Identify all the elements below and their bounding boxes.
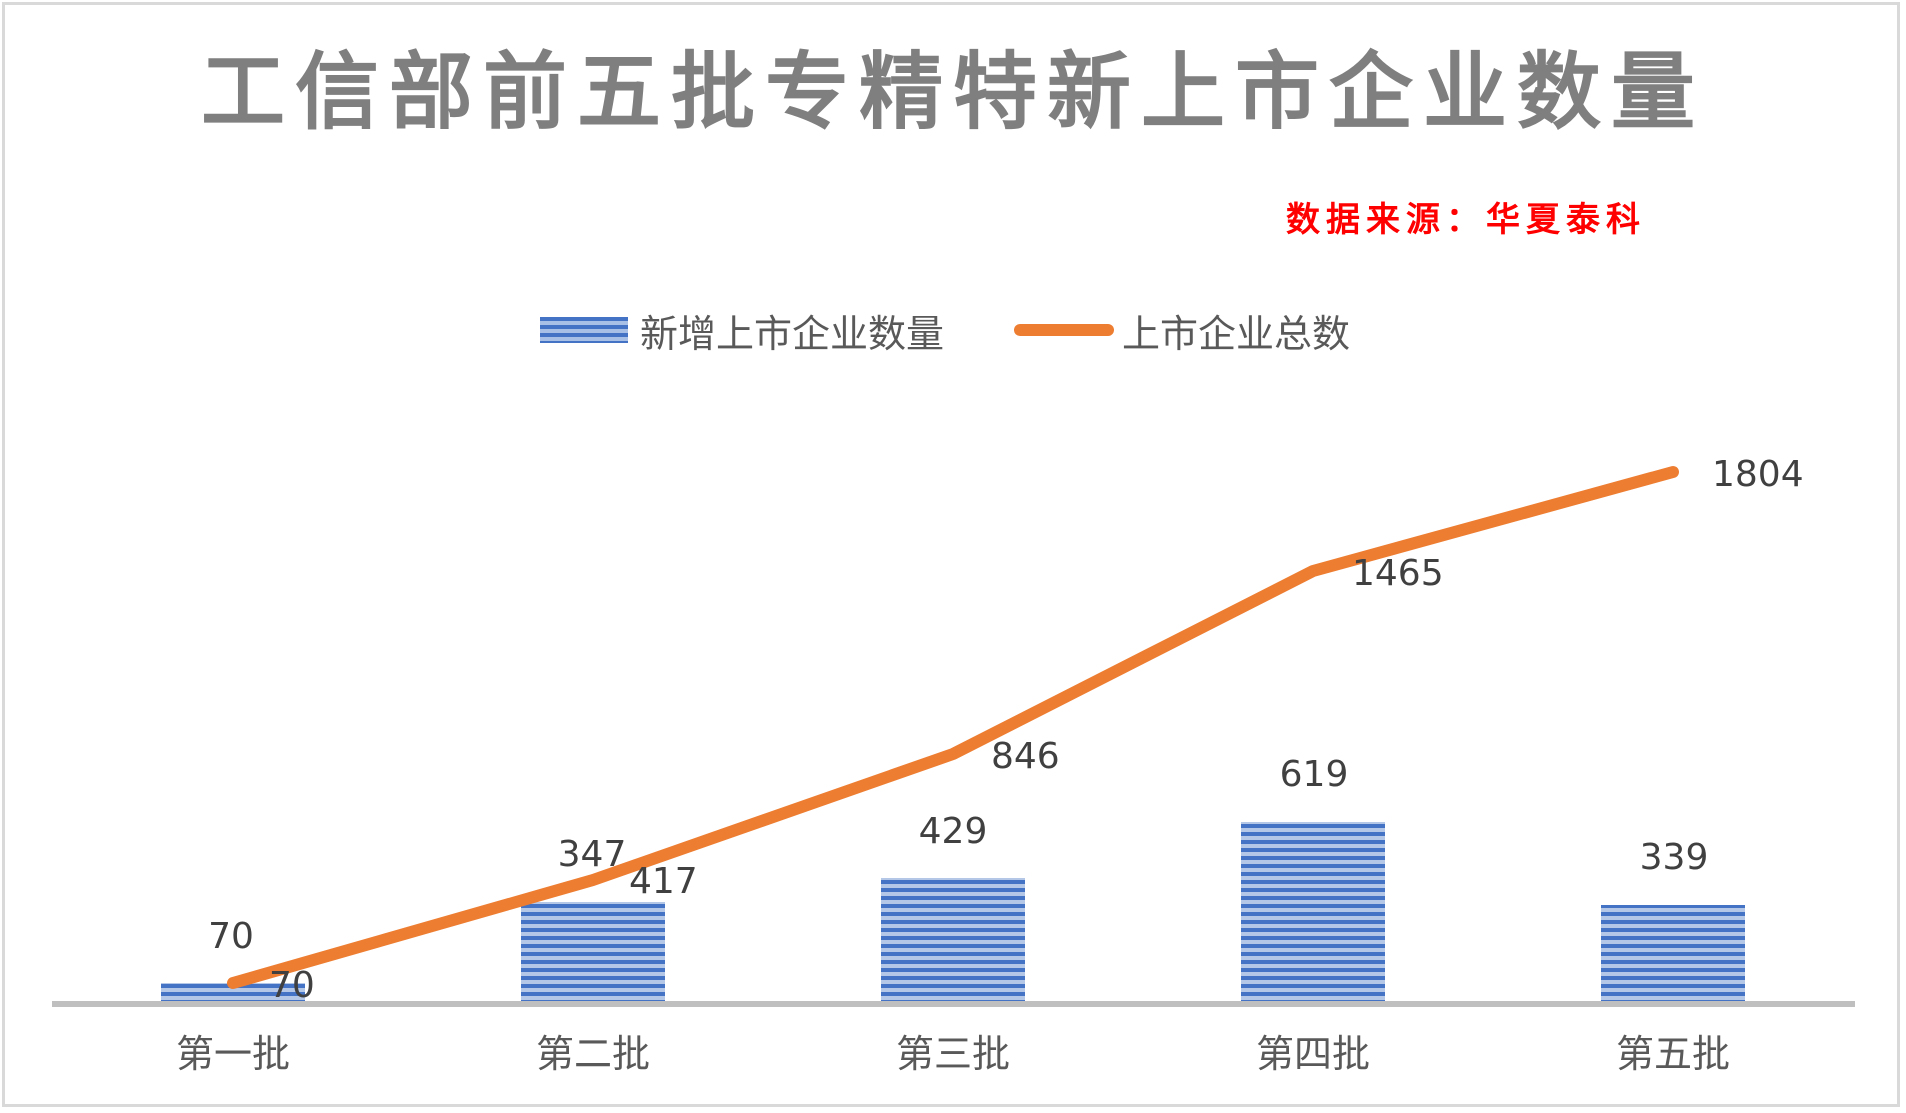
bar-batch-4[interactable] — [1241, 822, 1385, 1003]
legend-label-total-listings: 上市企业总数 — [1122, 311, 1351, 356]
bar-batch-5[interactable] — [1601, 905, 1745, 1003]
category-label-2: 第二批 — [536, 1032, 650, 1076]
bar-label-2: 347 — [558, 834, 627, 875]
line-label-2: 417 — [629, 861, 698, 902]
line-label-5: 1804 — [1712, 454, 1804, 495]
chart-legend: 新增上市企业数量 上市企业总数 — [540, 300, 1420, 360]
line-swatch-icon — [1014, 324, 1115, 336]
bar-label-1: 70 — [208, 916, 254, 957]
legend-label-new-listings: 新增上市企业数量 — [640, 311, 945, 356]
category-label-3: 第三批 — [896, 1032, 1010, 1076]
bars — [161, 822, 1745, 1003]
category-label-4: 第四批 — [1256, 1032, 1370, 1076]
bar-label-3: 429 — [919, 811, 988, 852]
bar-label-4: 619 — [1280, 754, 1349, 795]
legend-item-total-listings[interactable]: 上市企业总数 — [1014, 303, 1350, 358]
bar-batch-1[interactable] — [161, 983, 305, 1003]
bar-data-labels: 70 347 429 619 339 — [208, 754, 1708, 957]
x-axis-categories: 第一批 第二批 第三批 第四批 第五批 — [176, 1032, 1730, 1076]
chart-title: 工信部前五批专精特新上市企业数量 — [200, 43, 1705, 141]
category-label-5: 第五批 — [1616, 1032, 1730, 1076]
line-label-4: 1465 — [1352, 553, 1444, 594]
line-data-labels: 70 417 846 1465 1804 — [269, 454, 1804, 1006]
data-source-note: 数据来源：华夏泰科 — [1286, 200, 1646, 240]
total-listings-line[interactable] — [227, 466, 1679, 989]
line-label-3: 846 — [991, 736, 1060, 777]
bar-batch-2[interactable] — [521, 902, 665, 1003]
bar-label-5: 339 — [1640, 837, 1709, 878]
bar-swatch-icon — [540, 317, 628, 343]
line-label-1: 70 — [269, 965, 315, 1006]
category-label-1: 第一批 — [176, 1032, 290, 1076]
bar-batch-3[interactable] — [881, 878, 1025, 1003]
legend-item-new-listings[interactable]: 新增上市企业数量 — [540, 303, 944, 358]
